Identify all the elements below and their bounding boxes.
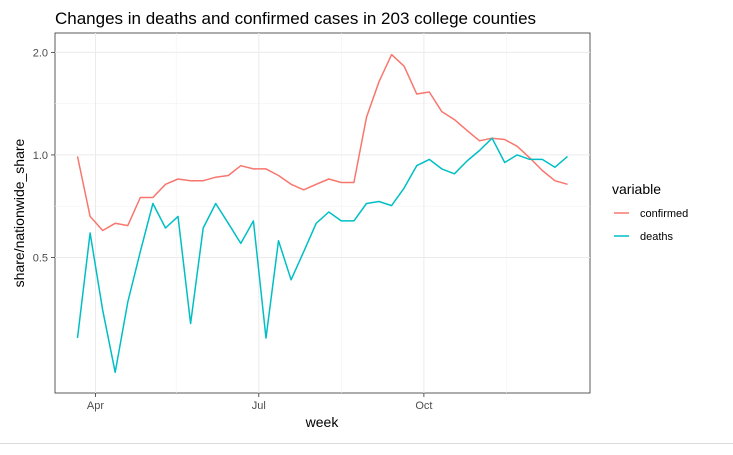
y-tick-label: 2.0 <box>33 47 48 59</box>
y-tick-label: 0.5 <box>33 252 48 264</box>
x-tick-label: Jul <box>252 400 266 412</box>
x-tick-label: Apr <box>87 400 104 412</box>
series-line-confirmed <box>76 53 568 232</box>
legend-label-deaths: deaths <box>640 231 674 243</box>
y-axis-title: share/nationwide_share <box>11 138 27 287</box>
legend: variable confirmed deaths <box>612 181 688 245</box>
bottom-divider <box>0 443 733 444</box>
plot-panel <box>54 32 591 394</box>
y-tick-label: 1.0 <box>33 150 48 162</box>
y-axis: 0.5 1.0 2.0 <box>33 47 55 264</box>
series-line-deaths <box>76 137 568 374</box>
legend-label-confirmed: confirmed <box>640 208 688 220</box>
x-axis: Apr Jul Oct <box>87 393 432 412</box>
series-lines <box>76 53 568 374</box>
x-axis-title: week <box>305 414 340 430</box>
chart-title: Changes in deaths and confirmed cases in… <box>55 9 536 28</box>
grid <box>55 33 590 393</box>
legend-title: variable <box>612 181 661 197</box>
x-tick-label: Oct <box>415 400 432 412</box>
